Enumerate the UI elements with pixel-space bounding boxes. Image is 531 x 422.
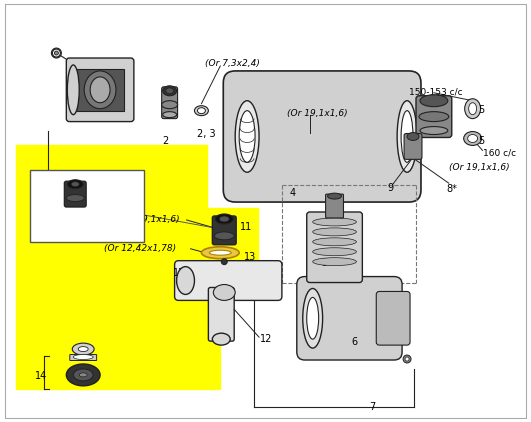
Ellipse shape [194, 106, 208, 116]
FancyBboxPatch shape [64, 181, 86, 207]
Ellipse shape [71, 182, 79, 187]
Ellipse shape [313, 248, 356, 256]
Text: 14: 14 [35, 371, 47, 381]
Ellipse shape [79, 373, 87, 377]
Text: (Or 7,3x2,4): (Or 7,3x2,4) [205, 59, 260, 68]
Ellipse shape [235, 101, 259, 172]
Ellipse shape [469, 103, 477, 115]
Text: 160 c/c: 160 c/c [483, 149, 516, 157]
Ellipse shape [239, 111, 255, 162]
Ellipse shape [66, 364, 100, 386]
Ellipse shape [313, 258, 356, 265]
Ellipse shape [90, 77, 110, 103]
FancyBboxPatch shape [175, 261, 282, 300]
Ellipse shape [407, 133, 419, 141]
Text: 5: 5 [478, 136, 485, 146]
Ellipse shape [397, 101, 417, 172]
Ellipse shape [216, 214, 233, 224]
Ellipse shape [468, 135, 477, 143]
FancyBboxPatch shape [376, 292, 410, 345]
Text: 2: 2 [162, 135, 169, 146]
Text: 150-153 c/c: 150-153 c/c [409, 88, 463, 97]
FancyBboxPatch shape [404, 133, 422, 160]
FancyBboxPatch shape [326, 194, 344, 218]
Ellipse shape [166, 88, 174, 94]
Ellipse shape [215, 232, 234, 240]
Ellipse shape [213, 284, 235, 300]
FancyBboxPatch shape [76, 69, 124, 111]
Ellipse shape [401, 111, 413, 162]
FancyBboxPatch shape [66, 58, 134, 122]
FancyBboxPatch shape [416, 96, 452, 138]
Ellipse shape [84, 71, 116, 109]
Text: 12: 12 [260, 334, 272, 344]
Text: 7: 7 [370, 402, 375, 412]
Text: 1: 1 [49, 220, 56, 230]
FancyBboxPatch shape [208, 287, 234, 341]
Ellipse shape [162, 112, 177, 118]
Text: 9: 9 [387, 183, 393, 193]
Ellipse shape [73, 354, 93, 360]
Ellipse shape [303, 289, 323, 348]
Ellipse shape [464, 132, 482, 146]
FancyBboxPatch shape [70, 354, 97, 360]
Ellipse shape [78, 346, 88, 352]
Ellipse shape [209, 250, 231, 255]
Ellipse shape [73, 369, 93, 381]
Text: (Or 19,1x1,6): (Or 19,1x1,6) [119, 215, 179, 224]
Ellipse shape [67, 65, 79, 115]
Ellipse shape [219, 216, 229, 222]
Text: 10: 10 [63, 174, 75, 184]
Ellipse shape [67, 180, 83, 189]
FancyBboxPatch shape [223, 71, 421, 202]
Ellipse shape [420, 95, 448, 107]
Ellipse shape [313, 238, 356, 246]
Ellipse shape [66, 195, 84, 202]
Text: 17: 17 [173, 268, 185, 278]
Ellipse shape [161, 101, 177, 109]
Ellipse shape [53, 49, 61, 57]
Circle shape [52, 48, 62, 58]
Ellipse shape [420, 127, 448, 135]
Text: 13: 13 [244, 252, 256, 262]
Text: 5: 5 [478, 105, 485, 115]
Text: (Or 19,1x1,6): (Or 19,1x1,6) [33, 225, 94, 234]
Text: 6: 6 [352, 337, 357, 347]
Ellipse shape [307, 298, 319, 339]
Ellipse shape [162, 86, 177, 96]
Circle shape [405, 357, 409, 361]
FancyBboxPatch shape [307, 212, 362, 282]
FancyBboxPatch shape [30, 170, 144, 242]
Text: 11: 11 [240, 222, 252, 232]
Ellipse shape [465, 99, 481, 119]
Ellipse shape [328, 193, 341, 199]
Circle shape [221, 259, 227, 265]
Text: (Or 19,1x1,6): (Or 19,1x1,6) [449, 163, 509, 172]
Ellipse shape [419, 112, 449, 122]
Text: (Or 12,42x1,78): (Or 12,42x1,78) [104, 244, 176, 253]
Ellipse shape [212, 333, 230, 345]
Text: (Or 19,1x1,6): (Or 19,1x1,6) [287, 109, 347, 118]
Ellipse shape [72, 343, 94, 355]
Polygon shape [15, 146, 258, 389]
Ellipse shape [54, 51, 58, 55]
Ellipse shape [313, 228, 356, 236]
Ellipse shape [177, 267, 194, 295]
Text: 5: 5 [322, 258, 328, 268]
FancyBboxPatch shape [161, 87, 177, 119]
Text: 2, 3: 2, 3 [198, 129, 216, 138]
Text: 8*: 8* [447, 184, 458, 194]
Ellipse shape [201, 247, 239, 259]
Ellipse shape [313, 218, 356, 226]
Circle shape [403, 355, 411, 363]
FancyBboxPatch shape [212, 216, 236, 245]
Text: 4: 4 [290, 188, 296, 198]
Ellipse shape [198, 108, 205, 114]
FancyBboxPatch shape [297, 276, 402, 360]
